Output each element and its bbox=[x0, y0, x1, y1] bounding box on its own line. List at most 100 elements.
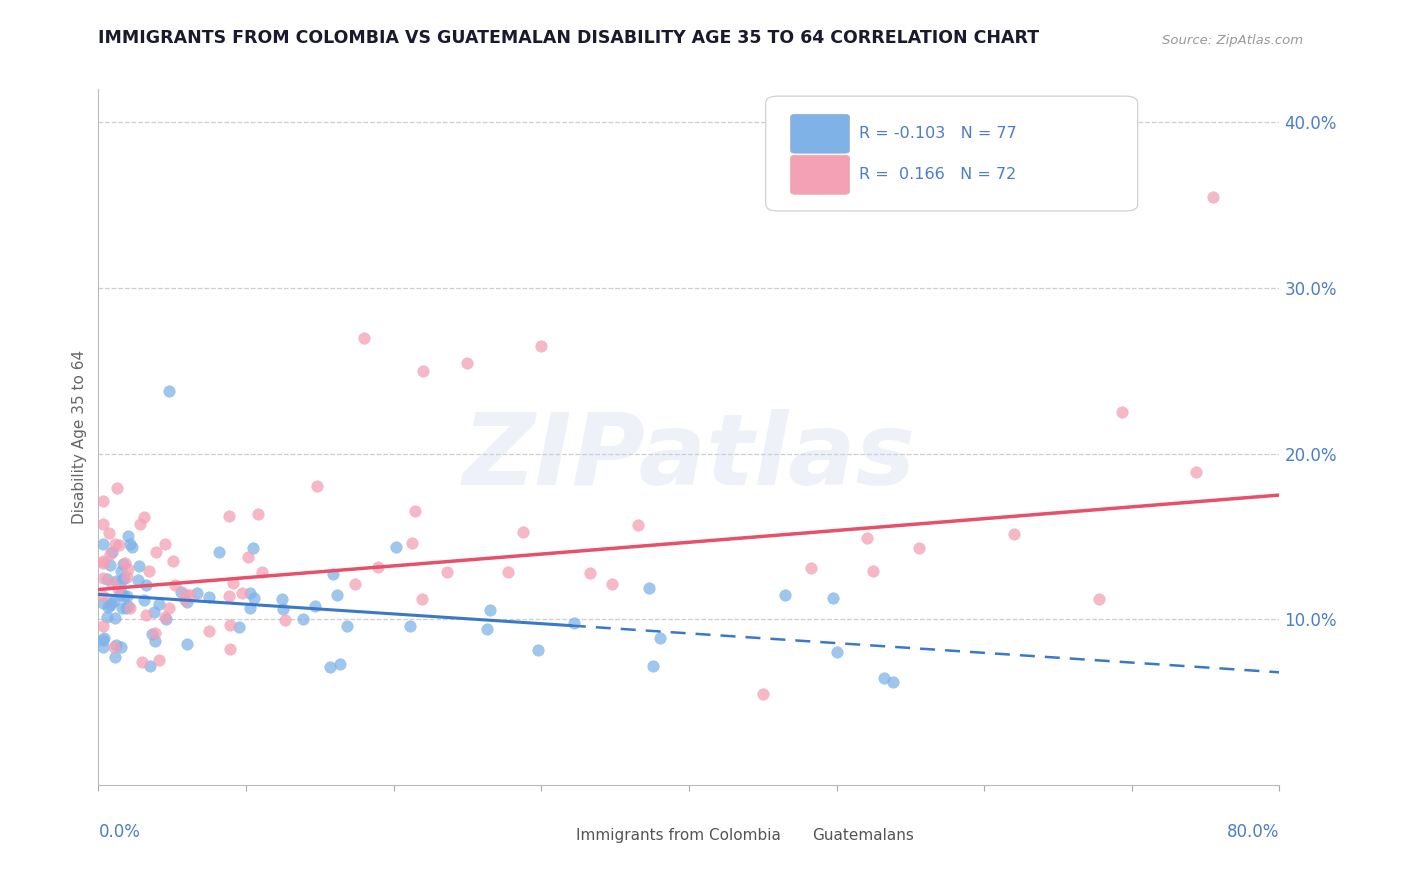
Point bbox=[157, 384, 180, 398]
Point bbox=[111, 601, 134, 615]
Point bbox=[112, 571, 135, 585]
Point bbox=[246, 508, 269, 522]
Point bbox=[198, 624, 221, 638]
Point bbox=[239, 586, 262, 600]
Text: IMMIGRANTS FROM COLOMBIA VS GUATEMALAN DISABILITY AGE 35 TO 64 CORRELATION CHART: IMMIGRANTS FROM COLOMBIA VS GUATEMALAN D… bbox=[98, 29, 1039, 47]
Point bbox=[91, 633, 114, 648]
Point bbox=[239, 601, 262, 615]
Point bbox=[825, 645, 848, 659]
Point bbox=[145, 545, 167, 559]
Point bbox=[117, 570, 139, 584]
Point bbox=[165, 578, 187, 592]
Point bbox=[148, 652, 170, 666]
Point bbox=[600, 577, 623, 591]
Point bbox=[643, 659, 665, 673]
Point bbox=[96, 572, 118, 586]
Point bbox=[143, 626, 166, 640]
Point bbox=[326, 588, 349, 602]
Point bbox=[91, 554, 114, 568]
Point bbox=[526, 643, 548, 657]
Text: Immigrants from Colombia: Immigrants from Colombia bbox=[575, 829, 780, 843]
Point bbox=[173, 587, 195, 601]
Point bbox=[219, 642, 242, 657]
Point bbox=[112, 589, 135, 603]
Point bbox=[512, 524, 534, 539]
Point bbox=[198, 590, 221, 604]
Point bbox=[162, 554, 184, 568]
FancyBboxPatch shape bbox=[790, 114, 849, 153]
Text: 0.0%: 0.0% bbox=[98, 823, 141, 841]
Point bbox=[115, 589, 138, 603]
Point bbox=[91, 556, 114, 570]
Point bbox=[800, 560, 823, 574]
Text: 80.0%: 80.0% bbox=[1227, 823, 1279, 841]
Point bbox=[153, 610, 176, 624]
FancyBboxPatch shape bbox=[790, 155, 849, 194]
Point bbox=[141, 627, 163, 641]
Point bbox=[93, 631, 115, 645]
Point bbox=[91, 640, 114, 654]
Point bbox=[562, 615, 585, 630]
Point bbox=[108, 538, 131, 552]
Point bbox=[110, 640, 132, 654]
Point bbox=[856, 531, 879, 545]
Point bbox=[100, 595, 122, 609]
Point bbox=[242, 541, 264, 555]
Point bbox=[176, 637, 198, 651]
Point bbox=[91, 595, 114, 609]
Point bbox=[96, 610, 118, 624]
Point bbox=[367, 560, 389, 574]
Point bbox=[176, 594, 198, 608]
Point bbox=[231, 585, 253, 599]
Point bbox=[271, 592, 294, 607]
Point bbox=[138, 659, 160, 673]
Point bbox=[908, 541, 931, 555]
Point bbox=[98, 526, 121, 541]
Point bbox=[104, 537, 127, 551]
FancyBboxPatch shape bbox=[531, 824, 565, 850]
Point bbox=[475, 622, 498, 636]
Point bbox=[221, 575, 243, 590]
Point bbox=[157, 601, 180, 615]
Point bbox=[412, 364, 434, 378]
Point bbox=[208, 545, 231, 559]
Point bbox=[773, 588, 796, 602]
Point bbox=[436, 566, 458, 580]
Point bbox=[104, 638, 127, 652]
Point bbox=[318, 659, 340, 673]
Point bbox=[186, 586, 208, 600]
Point bbox=[103, 594, 125, 608]
Point bbox=[118, 537, 141, 551]
Point bbox=[117, 529, 139, 543]
Text: R = -0.103   N = 77: R = -0.103 N = 77 bbox=[859, 127, 1017, 141]
Y-axis label: Disability Age 35 to 64: Disability Age 35 to 64 bbox=[72, 350, 87, 524]
Point bbox=[104, 650, 127, 665]
Point bbox=[626, 518, 648, 533]
Point bbox=[336, 619, 359, 633]
Point bbox=[174, 593, 197, 607]
Point bbox=[411, 592, 433, 607]
Point bbox=[155, 612, 177, 626]
Point bbox=[111, 573, 134, 587]
Point bbox=[153, 537, 176, 551]
Point bbox=[384, 540, 406, 554]
Point bbox=[862, 564, 884, 578]
Point bbox=[91, 571, 114, 585]
Point bbox=[219, 617, 242, 632]
Point bbox=[218, 509, 240, 524]
Point bbox=[91, 589, 114, 603]
FancyBboxPatch shape bbox=[766, 96, 1137, 211]
Point bbox=[329, 657, 352, 672]
Point bbox=[132, 510, 155, 524]
Point bbox=[304, 599, 326, 613]
Point bbox=[91, 494, 114, 508]
Point bbox=[1088, 591, 1111, 606]
Point bbox=[103, 640, 125, 654]
Point bbox=[404, 504, 426, 518]
Point bbox=[530, 339, 553, 353]
Point bbox=[97, 599, 120, 614]
Point bbox=[98, 598, 121, 612]
Point bbox=[218, 589, 240, 603]
Point bbox=[291, 612, 314, 626]
Point bbox=[131, 655, 153, 669]
